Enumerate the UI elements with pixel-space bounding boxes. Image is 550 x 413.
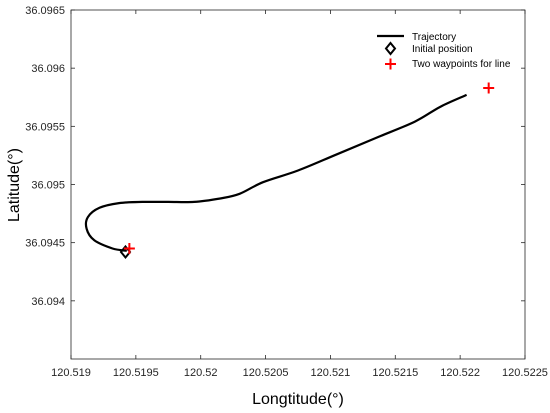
legend-marker-plus (385, 58, 396, 70)
y-tick-label: 36.0955 (25, 121, 65, 133)
legend-label-waypoints: Two waypoints for line (412, 59, 511, 70)
legend-label-trajectory: Trajectory (412, 32, 456, 43)
legend-marker-diamond (384, 41, 397, 56)
y-axis-label: Latitude(°) (6, 148, 23, 222)
x-tick-label: 120.5205 (243, 367, 289, 379)
x-tick-label: 120.52 (184, 367, 218, 379)
legend-label-initial-position: Initial position (412, 44, 473, 55)
x-tick-label: 120.522 (440, 367, 480, 379)
trajectory-line (84, 93, 468, 252)
y-tick-label: 36.0945 (25, 238, 65, 250)
y-tick-label: 36.095 (31, 180, 65, 192)
x-tick-label: 120.5215 (372, 367, 418, 379)
tick-marks (70, 9, 526, 359)
y-tick-label: 36.096 (31, 63, 65, 75)
y-tick-labels: 36.094 36.0945 36.095 36.0955 36.096 36.0965 (25, 5, 65, 308)
x-tick-label: 120.5225 (502, 367, 548, 379)
plot-area (70, 9, 526, 360)
x-axis-label: Longtitude(°) (252, 391, 344, 408)
x-tick-label: 120.519 (51, 367, 91, 379)
y-tick-label: 36.094 (31, 296, 65, 308)
x-tick-labels: 120.519 120.5195 120.52 120.5205 120.521 120.… (51, 367, 548, 379)
waypoint-marker (483, 82, 495, 94)
waypoint-marker (123, 242, 135, 254)
x-tick-label: 120.5195 (113, 367, 159, 379)
legend: Trajectory Initial position Two waypoint… (377, 32, 511, 70)
x-tick-label: 120.521 (311, 367, 351, 379)
plot-layer (84, 82, 495, 260)
y-tick-label: 36.0965 (25, 5, 65, 17)
